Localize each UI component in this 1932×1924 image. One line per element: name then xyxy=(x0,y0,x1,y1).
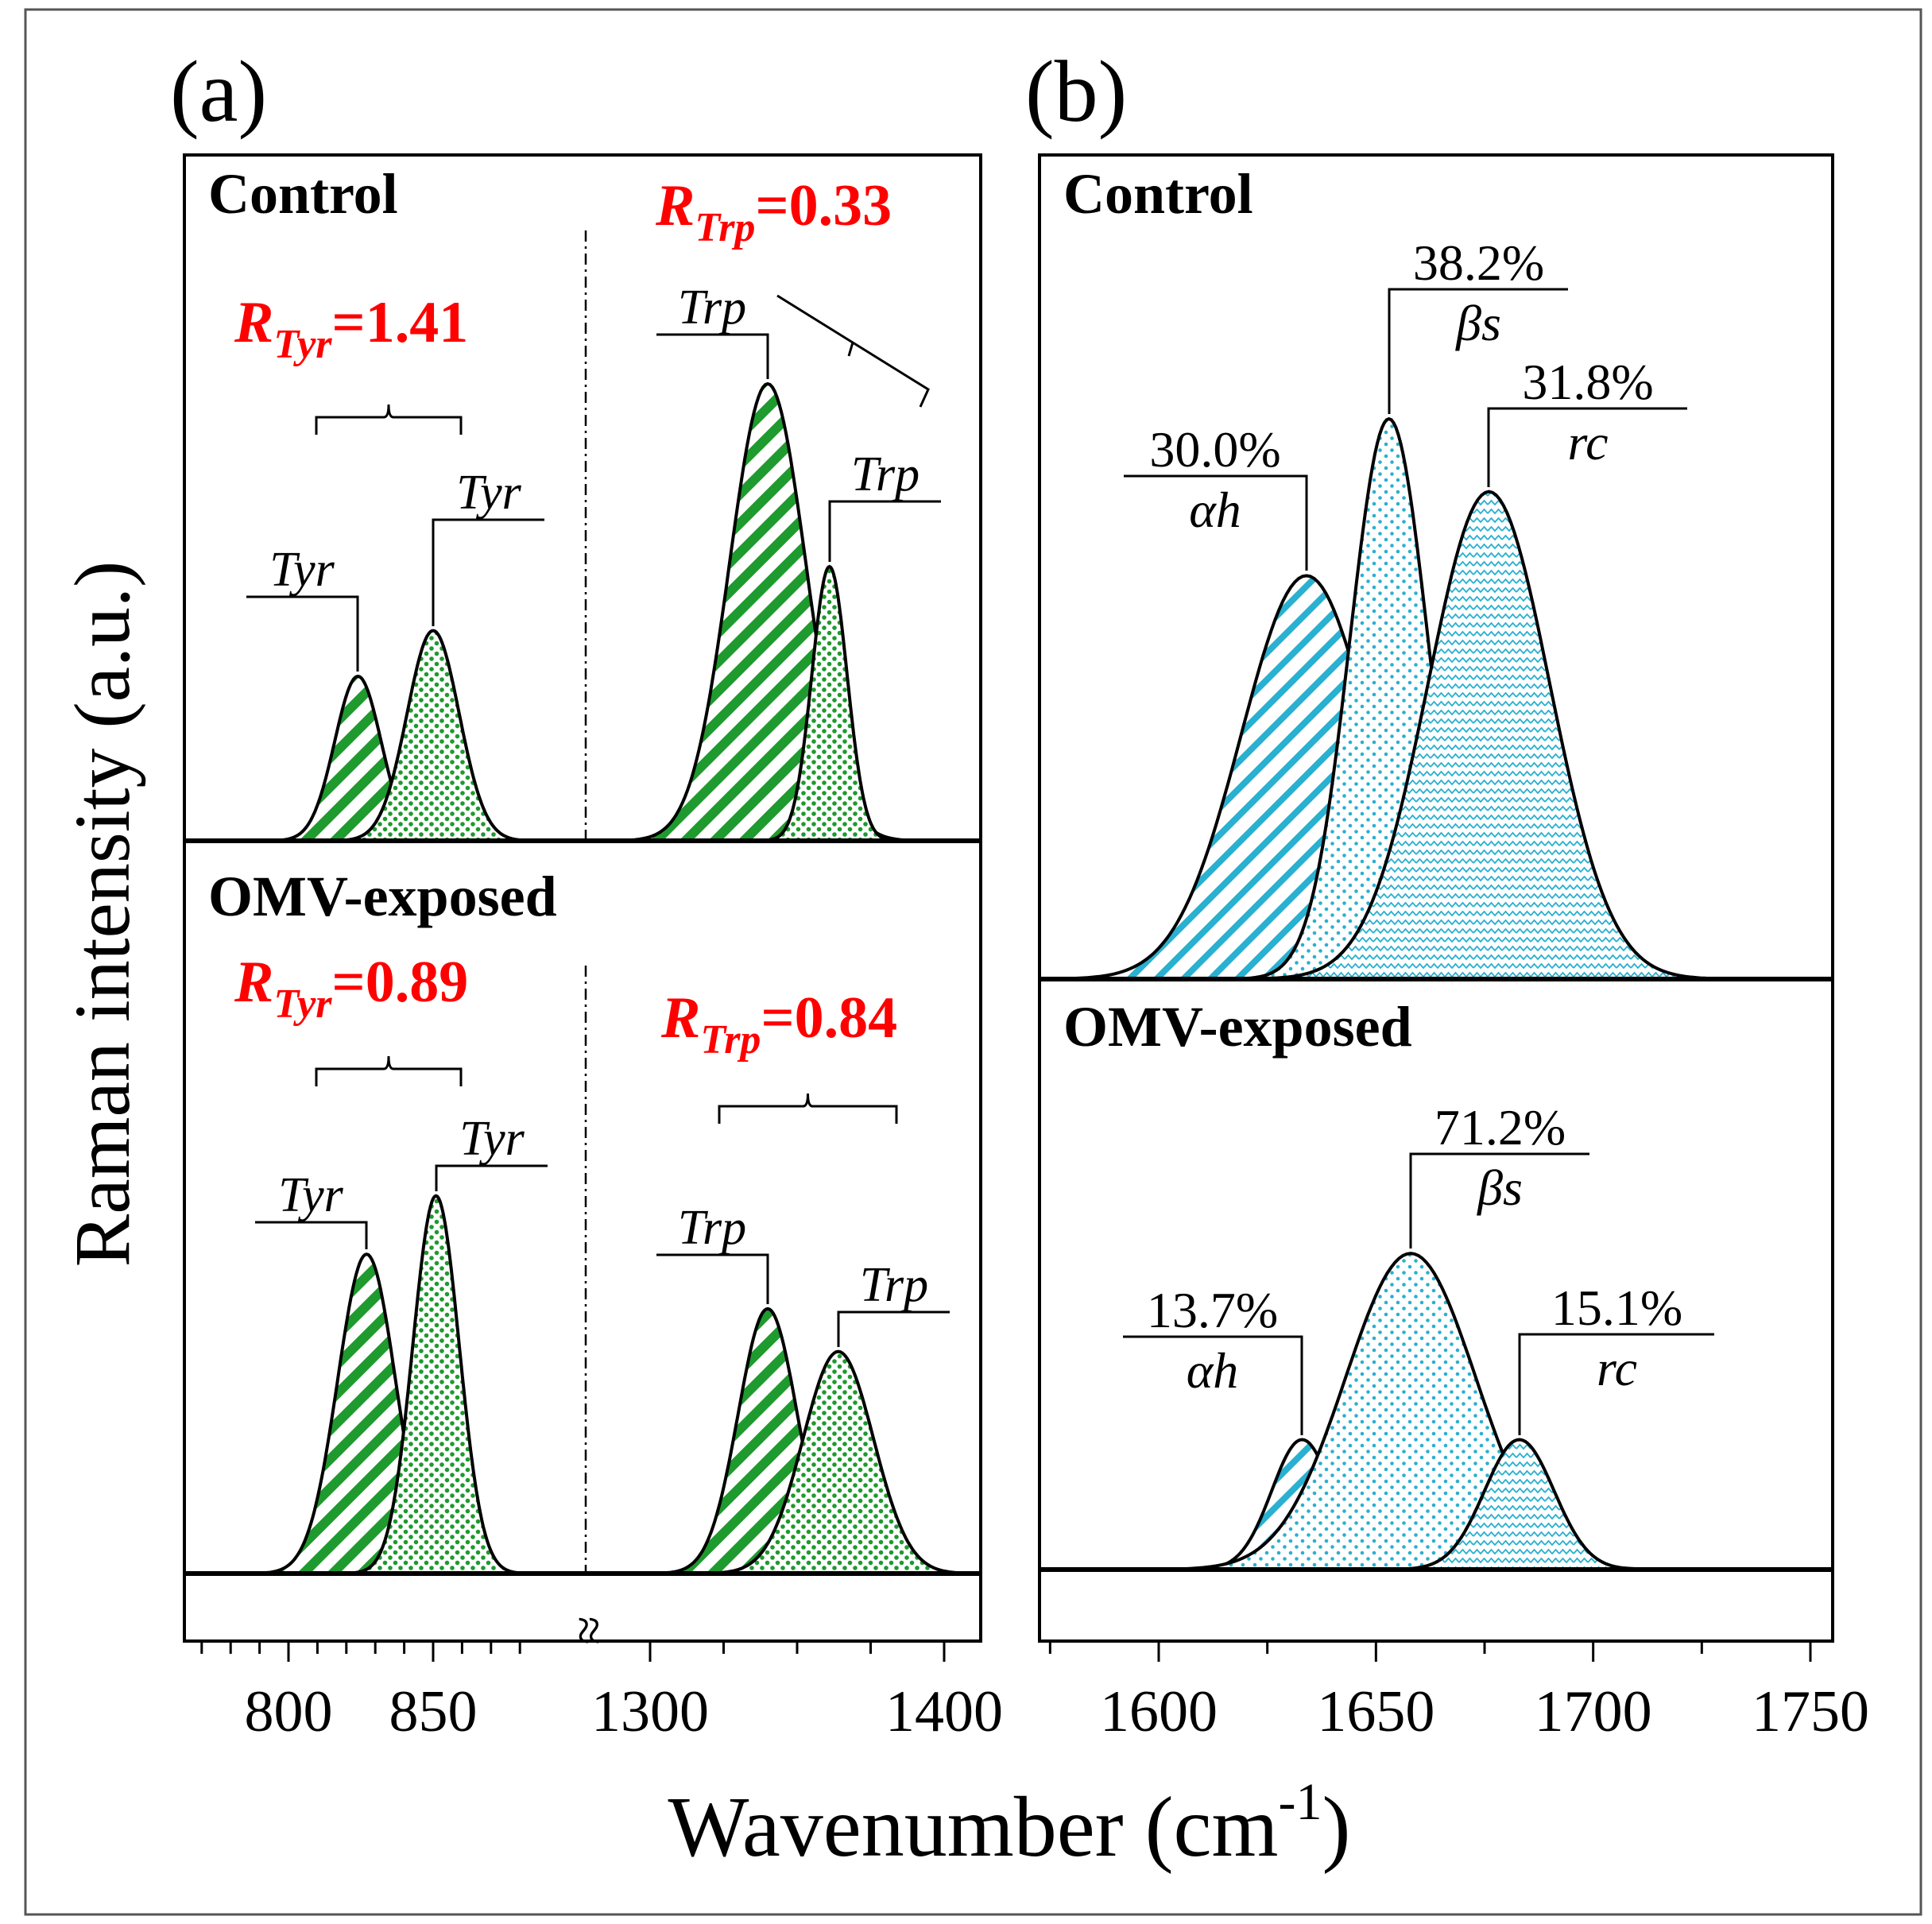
x-axis-a: 800 850 1300 1400 ≈ xyxy=(200,1616,1003,1744)
y-axis-label: Raman intensity (a.u.) xyxy=(58,561,146,1268)
leader-tyr xyxy=(432,518,544,626)
condition-label: OMV-exposed xyxy=(208,865,557,928)
x-axis-label: Wavenumber (cm-1) xyxy=(668,1773,1351,1875)
panel-b: Control30.0%αh38.2%βs31.8%rcOMV-exposed1… xyxy=(1040,162,1869,1744)
band-zigzag xyxy=(1394,1438,1645,1571)
leader-tyr xyxy=(255,1221,368,1249)
peak-label-tyr: Tyr xyxy=(269,543,335,597)
band-percent: 31.8% xyxy=(1522,354,1653,410)
outer-frame xyxy=(24,8,1922,1916)
peak-trp xyxy=(710,1349,966,1575)
ratio-value: 0.84 xyxy=(795,985,898,1051)
ratio-subscript: Trp xyxy=(695,205,755,250)
leader-dots xyxy=(1409,1152,1589,1248)
peak-trp xyxy=(765,564,893,842)
subplot-b-control: Control 30.0%αh 38.2%βs 31.8%rc xyxy=(1040,162,1833,981)
leader-trp xyxy=(837,1310,950,1347)
leader-tyr xyxy=(246,595,359,672)
ratio-value: 0.33 xyxy=(789,173,892,238)
band-percent: 15.1% xyxy=(1551,1279,1682,1336)
band-percent: 13.7% xyxy=(1147,1282,1278,1338)
x-axis-b: 1600 1650 1700 1750 xyxy=(1048,1641,1869,1744)
ratio-symbol: R xyxy=(655,173,695,238)
ratio-equals: = xyxy=(755,173,788,238)
peak-label-trp: Trp xyxy=(678,281,746,335)
tick-label: 1400 xyxy=(885,1679,1003,1744)
peak-label-trp: Trp xyxy=(851,447,920,501)
tick-label: 850 xyxy=(389,1679,478,1744)
peak-label-tyr: Tyr xyxy=(459,1112,525,1166)
peak-tyr xyxy=(352,1194,520,1575)
leader-zigzag xyxy=(1518,1333,1714,1435)
band-percent: 30.0% xyxy=(1149,421,1280,478)
band-label: αh xyxy=(1187,1342,1239,1399)
leader-stripes xyxy=(1123,1335,1303,1435)
condition-label: Control xyxy=(208,162,398,226)
band-percent: 38.2% xyxy=(1413,234,1544,291)
ratio-symbol: R xyxy=(660,985,700,1051)
peak-label-trp: Trp xyxy=(678,1201,746,1255)
tick-label: 1750 xyxy=(1752,1679,1869,1744)
panel-label-b: (b) xyxy=(1025,43,1127,140)
panel-a: ControlTyrTyrTrpTrpRTyr=1.41RTrp=0.33OMV… xyxy=(184,162,1003,1744)
leader-trp xyxy=(656,333,769,379)
tick-label: 1300 xyxy=(591,1679,709,1744)
subplot-a-omv: OMV-exposedTyrTyrTrpTrpRTyr=0.89RTrp=0.8… xyxy=(184,865,981,1576)
leader-zigzag xyxy=(1487,407,1687,487)
ratio-subscript: Tyr xyxy=(273,981,332,1027)
condition-label: Control xyxy=(1063,162,1253,226)
leader-trp xyxy=(656,1253,769,1304)
ratio-tyr: RTyr=0.89 xyxy=(234,950,468,1027)
panel-a-frame xyxy=(183,153,982,1643)
ratio-subscript: Trp xyxy=(700,1017,761,1063)
tick-label: 1700 xyxy=(1535,1679,1652,1744)
ratio-symbol: R xyxy=(234,950,273,1015)
brace-trp xyxy=(718,1093,898,1124)
leader-tyr xyxy=(435,1164,548,1191)
tick-label: 800 xyxy=(245,1679,333,1744)
subplot-b-omv: OMV-exposed 13.7%αh 71.2%βs 15.1%rc xyxy=(1040,995,1833,1572)
ratio-equals: = xyxy=(332,290,366,355)
leader-trp xyxy=(828,500,941,562)
condition-label: OMV-exposed xyxy=(1063,995,1412,1059)
tick-label: 1600 xyxy=(1100,1679,1218,1744)
band-label: βs xyxy=(1476,1159,1523,1216)
leader-dots xyxy=(1388,288,1568,414)
ratio-trp: RTrp=0.84 xyxy=(660,985,897,1063)
ratio-equals: = xyxy=(332,950,366,1015)
brace-tyr xyxy=(315,404,463,435)
panel-label-a: (a) xyxy=(170,43,267,140)
band-label: αh xyxy=(1189,482,1241,538)
band-percent: 71.2% xyxy=(1434,1099,1566,1156)
peak-label-tyr: Tyr xyxy=(278,1168,343,1222)
band-zigzag xyxy=(1269,490,1709,981)
tick-label: 1650 xyxy=(1317,1679,1434,1744)
brace-tyr xyxy=(315,1055,463,1086)
ratio-tyr: RTyr=1.41 xyxy=(234,290,468,367)
band-label: βs xyxy=(1454,295,1501,351)
ratio-value: 0.89 xyxy=(366,950,469,1015)
ratio-symbol: R xyxy=(234,290,273,355)
peak-tyr xyxy=(339,629,528,842)
band-label: rc xyxy=(1568,414,1609,470)
peak-label-trp: Trp xyxy=(860,1258,928,1312)
panel-b-frame xyxy=(1038,153,1834,1643)
bracket-trp xyxy=(776,294,930,408)
band-label: rc xyxy=(1597,1340,1637,1396)
ratio-value: 1.41 xyxy=(366,290,469,355)
peak-label-tyr: Tyr xyxy=(456,466,521,520)
ratio-equals: = xyxy=(761,985,794,1051)
leader-stripes xyxy=(1124,474,1308,571)
axis-break-mark: ≈ xyxy=(559,1616,618,1645)
ratio-trp: RTrp=0.33 xyxy=(655,173,892,250)
ratio-subscript: Tyr xyxy=(273,322,332,367)
